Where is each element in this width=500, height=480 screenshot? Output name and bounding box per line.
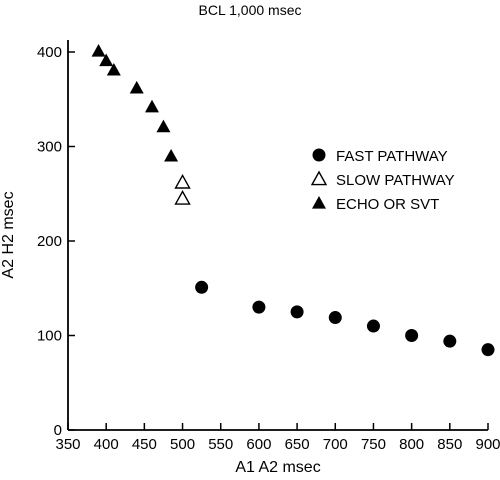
y-tick-label: 100 bbox=[37, 328, 62, 345]
echo-or-svt-point bbox=[91, 44, 106, 57]
fast-pathway-point bbox=[195, 280, 209, 294]
x-tick-label: 550 bbox=[208, 436, 233, 453]
y-tick-label: 300 bbox=[37, 139, 62, 156]
fast-pathway-point bbox=[366, 319, 380, 333]
x-tick-label: 350 bbox=[55, 436, 80, 453]
chart-title: BCL 1,000 msec bbox=[199, 2, 302, 18]
x-axis-label: A1 A2 msec bbox=[235, 459, 320, 476]
fast-pathway-point bbox=[290, 305, 304, 319]
x-tick-label: 900 bbox=[475, 436, 500, 453]
legend-marker-slow-pathway bbox=[310, 170, 328, 186]
fast-pathway-point bbox=[405, 329, 419, 342]
legend-marker-echo-or-svt bbox=[312, 196, 326, 209]
echo-or-svt-point bbox=[99, 53, 114, 67]
x-tick-label: 500 bbox=[170, 436, 195, 453]
y-tick-label: 400 bbox=[37, 44, 62, 61]
fast-pathway-point bbox=[443, 334, 457, 348]
x-tick-label: 450 bbox=[132, 436, 157, 453]
slow-pathway-point bbox=[174, 173, 191, 189]
legend: FAST PATHWAY SLOW PATHWAY ECHO OR SVT bbox=[310, 148, 455, 213]
legend-marker-fast-pathway bbox=[312, 148, 326, 162]
legend-label-fast-pathway: FAST PATHWAY bbox=[336, 148, 448, 165]
legend-label-slow-pathway: SLOW PATHWAY bbox=[336, 172, 455, 189]
x-tick-label: 850 bbox=[437, 436, 462, 453]
echo-or-svt-point bbox=[164, 148, 179, 162]
y-axis-ticks: 0 100 200 300 400 bbox=[37, 44, 75, 439]
fast-pathway-point bbox=[481, 343, 495, 357]
x-axis-ticks: 350 400 450 500 550 600 650 700 750 800 850 900 bbox=[55, 423, 500, 453]
x-tick-label: 600 bbox=[246, 436, 271, 453]
y-axis-label: A2 H2 msec bbox=[0, 191, 17, 278]
fast-pathway-point bbox=[328, 311, 342, 325]
x-tick-label: 700 bbox=[323, 436, 348, 453]
echo-or-svt-point bbox=[156, 119, 171, 133]
echo-or-svt-point bbox=[106, 62, 121, 76]
echo-or-svt-point bbox=[129, 80, 144, 94]
fast-pathway-point bbox=[252, 300, 266, 314]
x-tick-label: 400 bbox=[94, 436, 119, 453]
y-tick-label: 200 bbox=[37, 233, 62, 250]
x-tick-label: 750 bbox=[361, 436, 386, 453]
x-tick-label: 650 bbox=[285, 436, 310, 453]
slow-pathway-point bbox=[174, 190, 191, 205]
data-points bbox=[91, 44, 495, 357]
y-tick-label: 0 bbox=[54, 422, 62, 439]
echo-or-svt-point bbox=[145, 99, 159, 113]
x-tick-label: 800 bbox=[399, 436, 424, 453]
legend-label-echo-or-svt: ECHO OR SVT bbox=[336, 196, 439, 213]
